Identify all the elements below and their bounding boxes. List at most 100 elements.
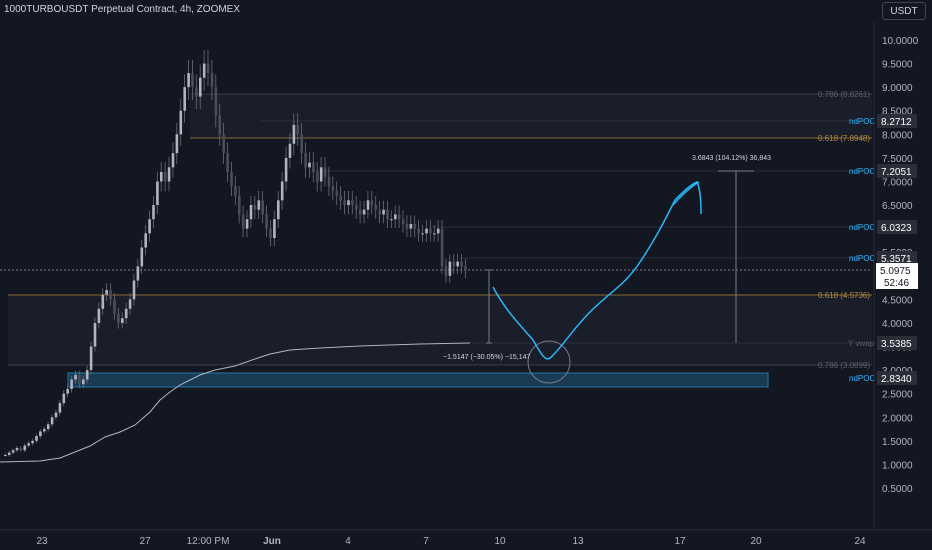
current-price-badge [876,263,918,289]
price-tick-label: 4.5000 [882,295,913,306]
price-tick-label: 9.0000 [882,83,913,94]
candle-body [43,429,46,432]
candle-body [358,209,362,215]
candle-body [15,447,19,451]
time-axis[interactable]: 23 27 12:00 PM Jun 4 7 10 13 17 20 24 [36,536,866,547]
candle-body [331,186,335,191]
ndpoc-badge-2 [877,164,917,178]
candle-body [82,379,85,385]
candle-body [409,223,413,229]
candle-body [128,299,132,309]
ndpoc-demand-zone[interactable] [67,372,769,388]
candle-body [394,214,397,220]
down-measure-label: −1.5147 (−30.05%) −15,147 [443,354,530,361]
candle-body [148,219,151,234]
candle-body [460,261,463,267]
currency-selector-button[interactable]: USDT [882,2,926,20]
ndpoc-label-5: ndPOC [849,374,875,383]
candle-body [316,172,319,182]
candle-body [152,205,155,220]
ndpoc-badge-1 [877,114,917,128]
candle-body [23,445,27,451]
candle-body [78,374,81,385]
ndpoc-label-3: ndPOC [849,223,875,232]
price-tick-label: 7.5000 [882,154,913,165]
candle-body [284,157,288,182]
current-price-value: 5.0975 [880,266,911,277]
candle-body [11,450,15,453]
candle-body [46,424,50,430]
candle-body [124,308,128,319]
candle-countdown: 52:46 [884,278,909,289]
candle-body [456,261,459,267]
candle-body [109,289,112,300]
candle-body [179,110,183,135]
candle-body [105,289,108,295]
candle-body [191,73,194,88]
candle-body [62,393,66,404]
time-tick-label: 23 [36,536,48,547]
ndpoc-badge-3 [877,220,917,234]
candle-body [202,63,206,78]
candle-body [93,322,97,347]
time-tick-label: 7 [423,536,429,547]
ndpoc-badge-2-value: 7.2051 [881,167,912,178]
time-tick-label: 13 [572,536,584,547]
time-tick-label: 17 [674,536,686,547]
candle-body [366,200,370,210]
candlestick-series [4,50,467,457]
candle-body [183,87,186,111]
candle-body [261,200,264,215]
ndpoc-label-1: ndPOC [849,117,875,126]
time-tick-label: 10 [494,536,506,547]
ndpoc-badge-5 [877,371,917,385]
candle-body [54,412,58,418]
fib-618-upper-label: 0.618 (7.8948) [818,134,870,143]
candle-body [238,195,241,215]
candle-body [296,124,300,135]
candle-body [97,308,101,323]
candle-body [167,167,171,182]
candle-body [452,261,456,267]
price-tick-label: 1.5000 [882,437,913,448]
ndpoc-label-4: ndPOC [849,254,875,263]
projection-drawing[interactable] [492,181,702,360]
lower-fib-zone [8,295,872,365]
candle-body [288,143,292,158]
candle-body [382,209,385,215]
candle-body [136,266,140,281]
candle-body [280,181,284,201]
candle-body [19,447,23,451]
candle-body [175,134,179,154]
candle-body [300,134,303,154]
fib-618-lower-label: 0.618 (4.5736) [818,291,870,300]
candle-body [343,200,346,206]
candle-body [277,200,280,220]
candle-body [199,77,202,97]
candle-body [304,153,307,168]
candle-body [433,233,436,235]
candle-body [230,172,233,187]
candle-body [440,228,444,267]
candle-body [58,403,62,413]
price-tick-label: 8.0000 [882,130,913,141]
price-tick-label: 10.0000 [882,36,919,47]
candle-body [144,233,147,248]
candle-body [226,153,229,173]
candle-body [214,87,218,116]
highlight-circle[interactable] [527,340,571,384]
candle-body [464,266,467,272]
candle-body [218,115,222,135]
candle-body [249,205,253,220]
candle-body [234,186,237,196]
time-tick-label: 24 [854,536,866,547]
ndpoc-badge-5-value: 2.8340 [881,374,912,385]
time-tick-label: 4 [345,536,351,547]
candle-body [117,313,120,323]
candle-body [85,370,89,380]
ndpoc-badge-1-value: 8.2712 [881,117,912,128]
candle-body [245,219,249,229]
candle-body [292,124,296,144]
candle-body [397,214,401,220]
